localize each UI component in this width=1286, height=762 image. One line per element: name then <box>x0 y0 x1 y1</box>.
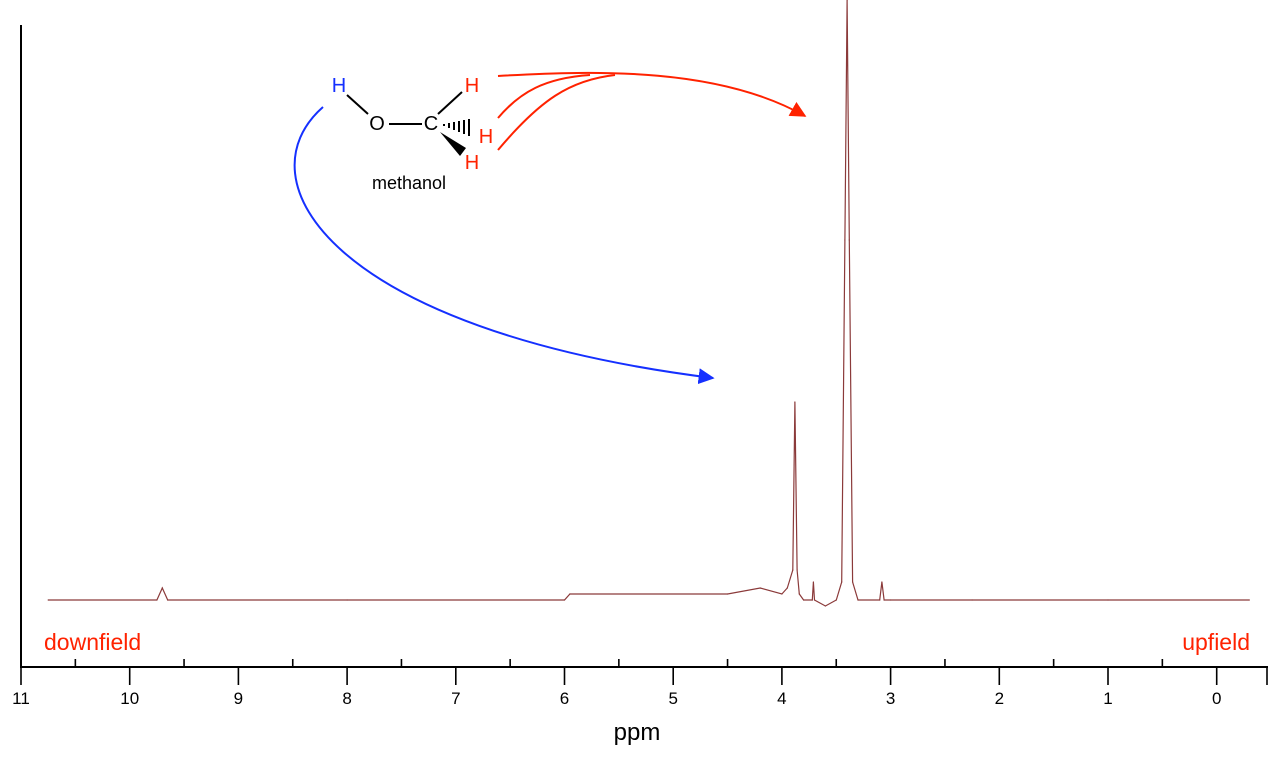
x-axis-ticks <box>20 659 1268 685</box>
x-tick-label: 7 <box>451 689 460 708</box>
spectrum-point <box>47 599 49 601</box>
x-tick-label: 6 <box>560 689 569 708</box>
spectrum-point <box>167 599 169 601</box>
o-h-bond <box>346 94 369 115</box>
methyl-hydrogen-label-middle: H <box>479 126 493 148</box>
hydroxyl-hydrogen-label: H <box>332 75 346 97</box>
x-axis-label: ppm <box>614 719 661 746</box>
spectrum-point <box>796 569 798 571</box>
spectrum-points <box>47 0 1250 607</box>
carbon-label: C <box>424 113 438 135</box>
spectrum-point <box>846 0 848 1</box>
spectrum-point <box>890 599 892 601</box>
spectrum-point <box>161 587 163 589</box>
spectrum-point <box>879 599 881 601</box>
upfield-label: upfield <box>1182 629 1250 655</box>
spectrum-point <box>971 599 973 601</box>
hashed-wedge-bond <box>443 119 470 136</box>
spectrum-point <box>841 581 843 583</box>
c-h-bond-top <box>437 91 463 115</box>
spectrum-point <box>848 239 850 241</box>
spectrum-point <box>803 599 805 601</box>
spectrum-point <box>811 599 813 601</box>
spectrum-point <box>156 599 158 601</box>
x-tick-label: 4 <box>777 689 786 708</box>
spectrum-point <box>824 605 827 607</box>
x-tick-label: 1 <box>1103 689 1112 708</box>
spectrum-series-line <box>48 0 1250 607</box>
spectrum-point <box>792 569 794 571</box>
x-axis-tick-labels: 11 10 9 8 7 6 5 4 3 2 1 0 <box>12 689 1221 708</box>
spectrum-point <box>857 599 859 601</box>
x-tick-label: 8 <box>342 689 351 708</box>
spectrum-point <box>563 599 566 601</box>
spectrum-point <box>835 599 837 601</box>
spectrum-point <box>569 593 571 595</box>
methyl-hydrogen-label-bottom: H <box>465 152 479 174</box>
x-tick-label: 11 <box>12 689 30 708</box>
solid-wedge-bond <box>440 132 466 156</box>
methyl-hydrogen-label-top: H <box>465 75 479 97</box>
spectrum-point <box>881 581 883 583</box>
molecule-name: methanol <box>372 173 446 193</box>
methyl-assignment-branch-middle <box>497 74 591 119</box>
x-tick-label: 9 <box>234 689 243 708</box>
x-tick-label: 3 <box>886 689 895 708</box>
spectrum-point <box>759 587 761 589</box>
hydroxyl-assignment-arrow <box>293 106 715 385</box>
spectrum-point <box>798 593 800 595</box>
x-tick-label: 2 <box>995 689 1004 708</box>
methyl-assignment-branch-bottom <box>497 74 616 151</box>
spectrum-point <box>812 581 815 583</box>
methanol-structure: H O C H H H methanol <box>332 75 493 193</box>
spectrum-point <box>844 239 846 241</box>
spectrum-point <box>852 581 854 583</box>
methyl-assignment-arrow <box>497 71 807 117</box>
spectrum-point <box>781 593 783 595</box>
spectrum-point <box>794 401 796 403</box>
assignment-arrows <box>293 71 807 385</box>
spectrum-point <box>786 587 788 589</box>
x-tick-label: 0 <box>1212 689 1221 708</box>
spectrum-point <box>727 593 729 595</box>
spectrum-point <box>883 599 885 601</box>
oxygen-label: O <box>369 113 385 135</box>
x-tick-label: 10 <box>120 689 139 708</box>
downfield-label: downfield <box>44 629 141 655</box>
spectrum-point <box>1248 599 1250 601</box>
spectrum-point <box>346 599 348 601</box>
spectrum-point <box>1107 599 1109 601</box>
x-tick-label: 5 <box>668 689 677 708</box>
spectrum-point <box>813 599 816 601</box>
